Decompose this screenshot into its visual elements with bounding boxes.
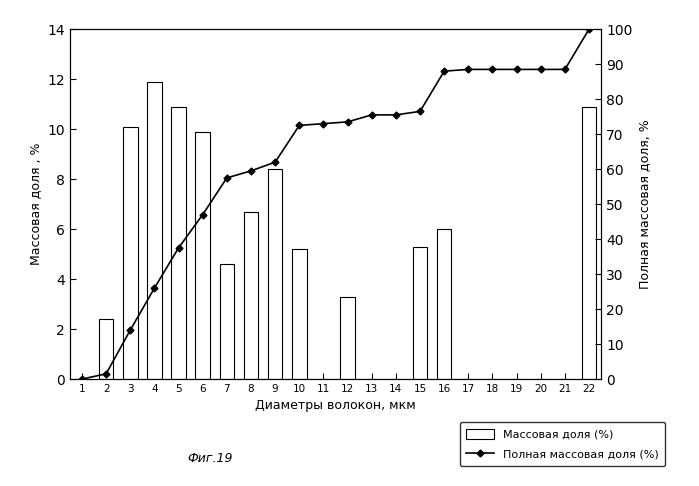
- Bar: [437, 229, 452, 379]
- Bar: [268, 169, 282, 379]
- Bar: [292, 249, 307, 379]
- X-axis label: Диаметры волокон, мкм: Диаметры волокон, мкм: [255, 399, 416, 413]
- Bar: [340, 296, 355, 379]
- Y-axis label: Массовая доля , %: Массовая доля , %: [29, 143, 42, 265]
- Bar: [171, 106, 186, 379]
- Bar: [582, 106, 596, 379]
- Bar: [244, 211, 258, 379]
- Bar: [196, 132, 210, 379]
- Bar: [147, 82, 161, 379]
- Bar: [123, 127, 138, 379]
- Text: Фиг.19: Фиг.19: [187, 451, 233, 465]
- Bar: [99, 319, 113, 379]
- Bar: [413, 246, 427, 379]
- Bar: [219, 264, 234, 379]
- Y-axis label: Полная массовая доля, %: Полная массовая доля, %: [638, 119, 651, 289]
- Legend: Массовая доля (%), Полная массовая доля (%): Массовая доля (%), Полная массовая доля …: [460, 422, 665, 466]
